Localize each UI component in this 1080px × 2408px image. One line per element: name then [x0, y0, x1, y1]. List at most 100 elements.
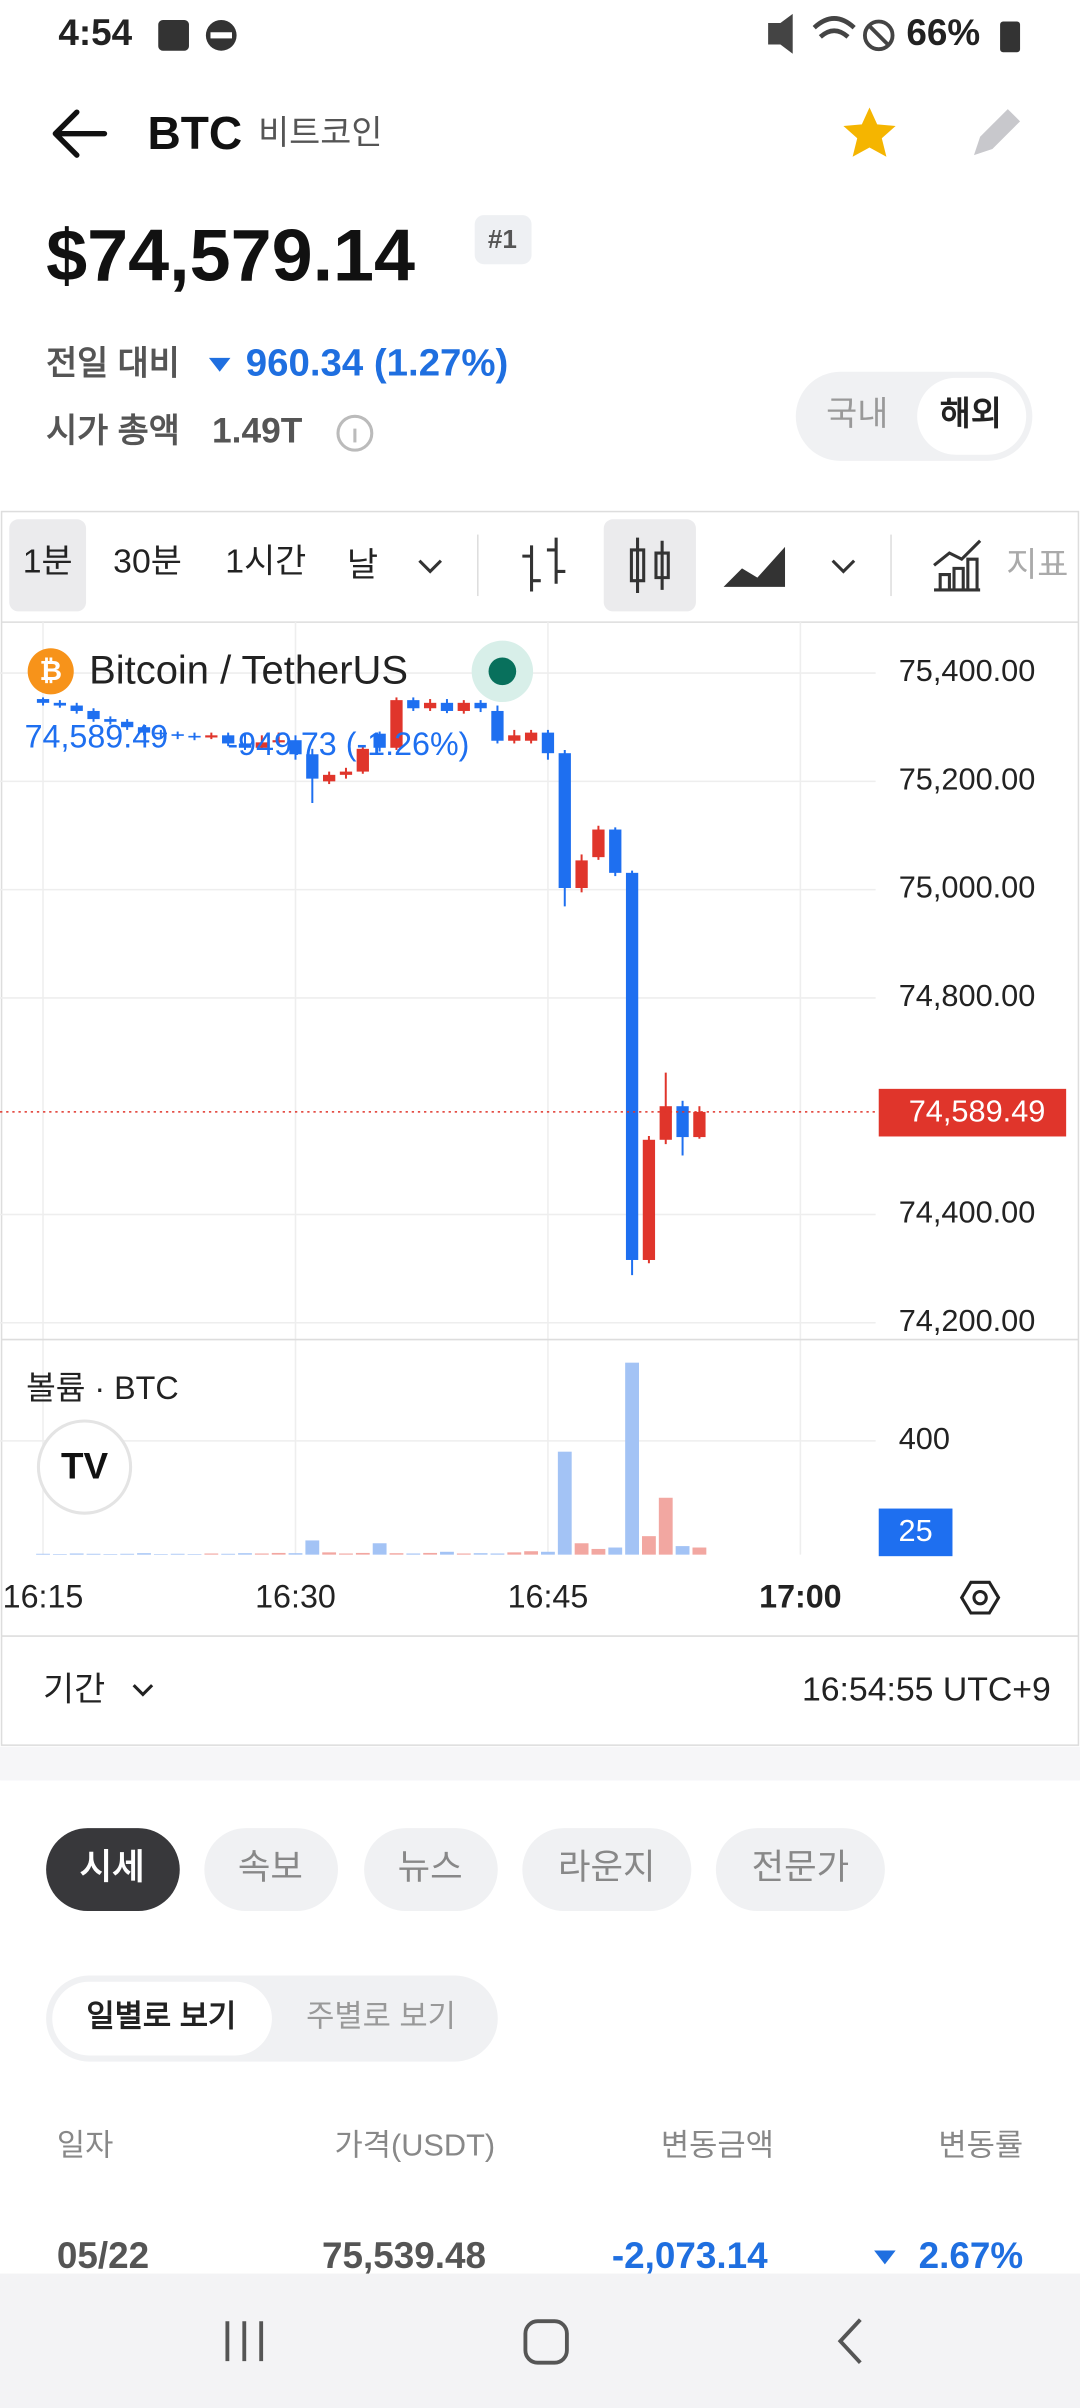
- tab-bg[interactable]: [522, 1828, 692, 1912]
- market-cap-label: 시가 총액: [46, 412, 180, 450]
- price: $74,579.14: [46, 214, 415, 297]
- volume-bar: [254, 1553, 269, 1555]
- candle-body: [407, 700, 420, 709]
- favorite-star[interactable]: [843, 107, 896, 157]
- volume-bar: [187, 1554, 202, 1555]
- market-cap-value: 1.49T: [212, 412, 303, 451]
- down-triangle: [208, 357, 231, 372]
- volume-bar: [69, 1553, 84, 1555]
- volume-bar: [574, 1543, 589, 1555]
- tab[interactable]: 뉴스: [398, 1848, 463, 1887]
- view-option[interactable]: 일별로 보기: [86, 1999, 236, 2034]
- status-time: 4:54: [58, 12, 132, 53]
- y-tick-label: 75,200.00: [899, 761, 1036, 796]
- interval-selected: [9, 519, 87, 612]
- bar-chart-icon[interactable]: [522, 537, 566, 592]
- chevron[interactable]: [831, 559, 856, 574]
- candle-icon[interactable]: [629, 537, 670, 593]
- status-icon: [868, 24, 890, 46]
- interval[interactable]: 1시간: [225, 543, 306, 581]
- volume-bar: [36, 1553, 50, 1555]
- status-battery: 66%: [906, 12, 980, 53]
- cell: 05/22: [57, 2235, 149, 2276]
- indicator-label[interactable]: 지표: [1006, 546, 1068, 584]
- volume-bar: [221, 1553, 236, 1555]
- area-icon[interactable]: [723, 546, 786, 587]
- y-tick-label: 74,400.00: [899, 1195, 1036, 1230]
- volume-bar: [204, 1553, 219, 1555]
- candle-body: [457, 702, 470, 711]
- status-icon: [768, 13, 793, 54]
- indicator-icon[interactable]: [933, 539, 982, 592]
- volume-bar: [372, 1543, 387, 1555]
- volume-bar: [120, 1553, 135, 1555]
- volume-bar: [692, 1547, 707, 1555]
- candle-body: [36, 699, 50, 703]
- period[interactable]: 기간: [43, 1670, 105, 1708]
- candle-body: [508, 735, 521, 741]
- chevron[interactable]: [418, 559, 443, 574]
- volume-title: 볼륨 · BTC: [26, 1370, 179, 1406]
- interval[interactable]: 날: [347, 546, 378, 584]
- cell: 75,539.48: [322, 2235, 486, 2276]
- nav-recent[interactable]: [225, 2321, 264, 2362]
- down-triangle: [874, 2250, 896, 2265]
- candle-body: [524, 732, 538, 741]
- tab[interactable]: 시세: [80, 1848, 145, 1887]
- market-option[interactable]: 국내: [826, 395, 888, 433]
- volume-bar: [423, 1552, 438, 1555]
- tradingview-logo[interactable]: [36, 1419, 133, 1515]
- change-value: 960.34 (1.27%): [246, 342, 509, 385]
- candle-body: [558, 753, 571, 889]
- settings-icon[interactable]: [959, 1580, 1001, 1615]
- volume-bar: [675, 1546, 690, 1555]
- tab[interactable]: 전문가: [752, 1848, 850, 1887]
- edit-button[interactable]: [973, 109, 1021, 156]
- volume-bar: [473, 1553, 488, 1555]
- candle-body: [289, 740, 302, 755]
- status-icon: [862, 19, 895, 52]
- tab-selected[interactable]: [46, 1828, 180, 1912]
- candle-body: [373, 733, 386, 748]
- candle-body: [238, 743, 252, 748]
- candle-body: [625, 872, 639, 1260]
- volume-bar: [271, 1552, 286, 1555]
- tab-bg[interactable]: [204, 1828, 338, 1912]
- candle-body: [609, 829, 622, 873]
- volume-bar: [238, 1553, 252, 1555]
- market-option[interactable]: 해외: [940, 395, 1002, 433]
- volume-bar: [288, 1553, 303, 1555]
- candle-body: [87, 710, 100, 720]
- last-price-label: 74,589.49: [909, 1094, 1046, 1129]
- battery-icon: [1000, 21, 1021, 53]
- candle-body: [693, 1111, 706, 1138]
- tab-bg[interactable]: [364, 1828, 498, 1912]
- y-tick-label: 74,800.00: [899, 978, 1036, 1013]
- chevron[interactable]: [132, 1684, 154, 1697]
- cell: 2.67%: [919, 2235, 1024, 2276]
- candle-body: [188, 735, 201, 738]
- candle-body: [541, 732, 555, 754]
- tab[interactable]: 속보: [238, 1848, 303, 1887]
- tab[interactable]: 라운지: [558, 1848, 656, 1887]
- view-option[interactable]: 주별로 보기: [306, 1999, 456, 2034]
- candle-body: [222, 735, 235, 744]
- info-icon[interactable]: [336, 414, 374, 452]
- tab-bg[interactable]: [715, 1828, 885, 1912]
- interval[interactable]: 30분: [113, 543, 182, 581]
- y-tick-label: 75,400.00: [899, 653, 1036, 688]
- candle-body: [491, 710, 504, 741]
- candle-body: [390, 700, 403, 748]
- volume-bar: [305, 1540, 320, 1555]
- candle-body: [306, 754, 319, 779]
- bitcoin-logo: [27, 648, 74, 695]
- candle-body: [171, 734, 184, 736]
- interval[interactable]: 1분: [23, 543, 73, 581]
- back-button[interactable]: [52, 109, 108, 158]
- candle-body: [423, 702, 437, 709]
- nav-back[interactable]: [837, 2318, 862, 2364]
- volume-bar: [524, 1551, 539, 1555]
- nav-home[interactable]: [523, 2319, 569, 2365]
- status-dot: [488, 657, 517, 686]
- tool-selected: [603, 519, 696, 612]
